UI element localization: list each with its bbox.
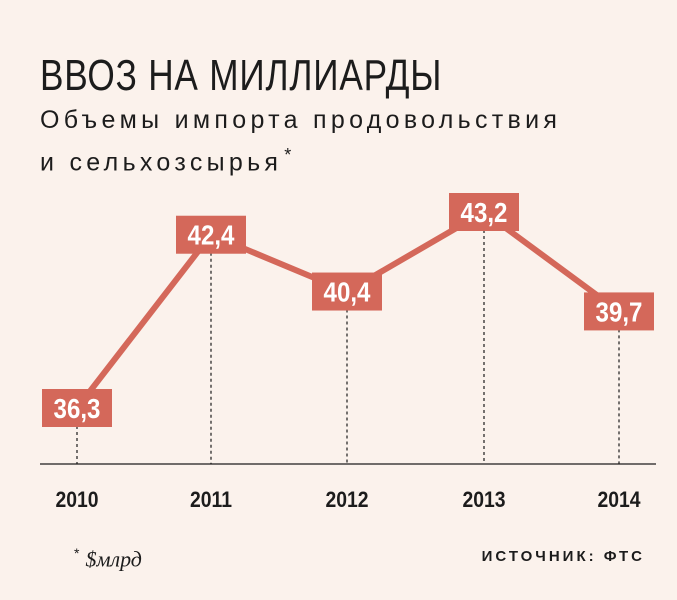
chart-label-layer: 36,3 42,4 40,4 43,2 39,7: [42, 193, 654, 427]
x-tick-label-2012: 2012: [325, 488, 368, 512]
data-point-2014: 39,7: [584, 292, 654, 331]
subtitle-line-1: Объемы импорта продовольствия: [40, 106, 562, 134]
footnote: * $млрд: [74, 545, 142, 572]
source-note: ИСТОЧНИК: ФТС: [481, 548, 645, 565]
data-label-box: [312, 272, 382, 311]
data-point-2012: 40,4: [312, 272, 382, 311]
subtitle-footnote-mark: *: [284, 145, 292, 165]
data-label: 39,7: [596, 296, 643, 328]
x-tick-label-2011: 2011: [190, 488, 232, 512]
data-label: 42,4: [188, 219, 235, 251]
chart-axis-layer: [40, 212, 656, 465]
data-label: 36,3: [54, 392, 101, 424]
data-label: 43,2: [461, 196, 508, 228]
data-point-2010: 36,3: [42, 389, 112, 427]
x-tick-label-2013: 2013: [462, 488, 505, 512]
x-tick-label-2010: 2010: [55, 488, 98, 512]
x-tick-label-2014: 2014: [597, 488, 641, 512]
footnote-mark: *: [74, 545, 80, 561]
subtitle-line-2: и сельхозсырья *: [40, 138, 561, 180]
chart-subtitle: Объемы импорта продовольствия и сельхозс…: [40, 103, 561, 180]
data-label-box: [42, 389, 112, 427]
chart-tick-layer: 2010 2011 2012 2013 2014: [55, 488, 641, 512]
chart-title: ВВОЗ НА МИЛЛИАРДЫ: [40, 51, 443, 100]
data-label-box: [176, 215, 246, 254]
subtitle-line-2-text: и сельхозсырья: [40, 148, 283, 177]
data-point-2011: 42,4: [176, 215, 246, 254]
data-label-box: [449, 193, 519, 231]
data-point-2013: 43,2: [449, 193, 519, 231]
footnote-unit: $млрд: [85, 546, 142, 572]
data-label: 40,4: [324, 276, 371, 308]
data-label-box: [584, 292, 654, 331]
